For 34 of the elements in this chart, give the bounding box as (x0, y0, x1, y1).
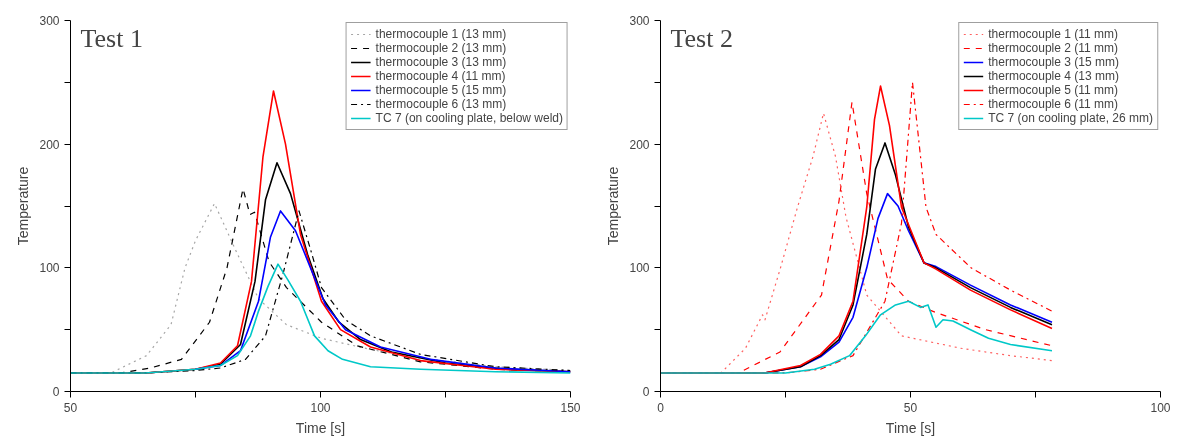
legend-label: thermocouple 5 (15 mm) (375, 83, 507, 97)
x-axis-title: Time [s] (295, 419, 346, 436)
legend-label: thermocouple 3 (13 mm) (375, 55, 507, 69)
x-tick-label: 150 (560, 400, 581, 415)
legend-label: thermocouple 1 (11 mm) (988, 27, 1119, 41)
legend-label: thermocouple 4 (13 mm) (988, 69, 1119, 83)
y-tick-label: 0 (642, 385, 650, 399)
x-tick-label: 100 (310, 400, 331, 415)
chart-title: Test 2 (670, 24, 733, 54)
y-tick-label: 300 (629, 14, 650, 28)
x-axis-title: Time [s] (885, 419, 936, 436)
legend-label: thermocouple 3 (15 mm) (988, 55, 1119, 69)
legend-label: thermocouple 1 (13 mm) (375, 27, 507, 41)
y-tick-label: 100 (629, 261, 650, 276)
legend-label: TC 7 (on cooling plate, below weld) (375, 111, 563, 125)
y-tick-label: 300 (39, 14, 60, 28)
legend-label: thermocouple 2 (11 mm) (988, 41, 1119, 55)
x-tick-label: 50 (903, 400, 918, 415)
y-tick-label: 200 (39, 137, 60, 152)
legend-label: TC 7 (on cooling plate, 26 mm) (988, 111, 1153, 125)
legend-label: thermocouple 4 (11 mm) (375, 69, 506, 83)
y-tick-label: 200 (629, 137, 650, 152)
y-tick-label: 100 (39, 261, 60, 276)
chart-title: Test 1 (80, 24, 143, 54)
legend-label: thermocouple 5 (11 mm) (988, 83, 1119, 97)
legend-label: thermocouple 2 (13 mm) (375, 41, 507, 55)
y-axis-title: Temperature (605, 166, 622, 246)
y-axis-title: Temperature (15, 166, 32, 246)
x-tick-label: 100 (1150, 400, 1171, 415)
legend-label: thermocouple 6 (11 mm) (988, 97, 1119, 111)
legend-label: thermocouple 6 (13 mm) (375, 97, 507, 111)
y-tick-label: 0 (52, 385, 60, 399)
x-tick-label: 0 (657, 400, 665, 415)
x-tick-label: 50 (63, 400, 78, 415)
